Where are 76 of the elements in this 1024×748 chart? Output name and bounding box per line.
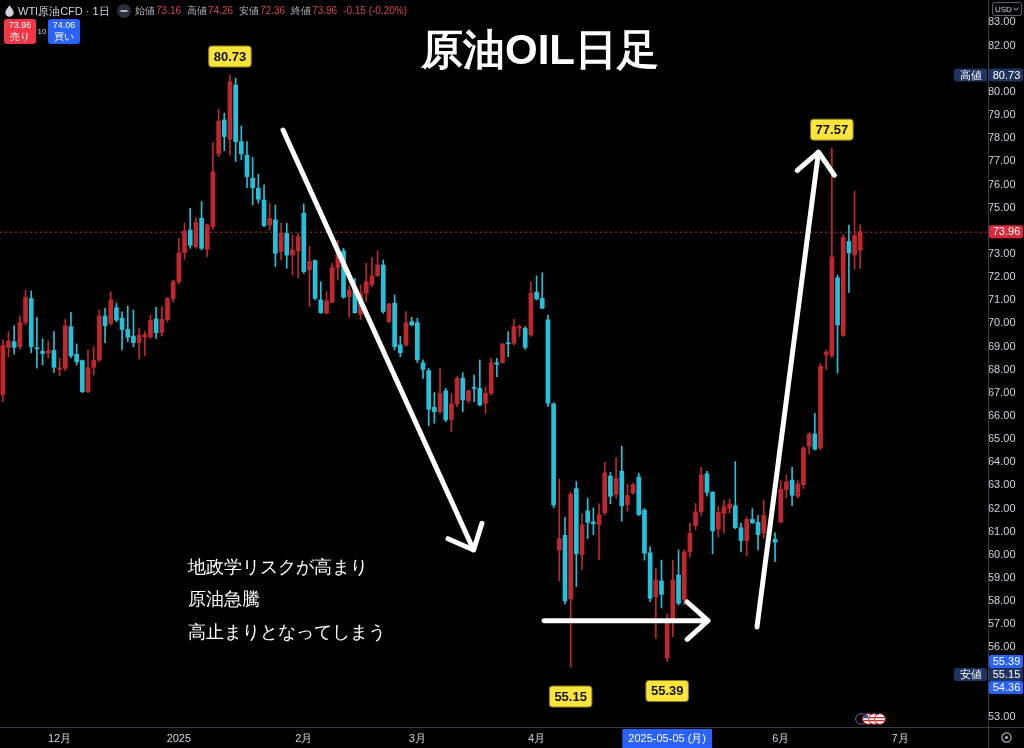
y-tick-label: 76.00 — [988, 177, 1016, 190]
y-tick-label: 61.00 — [988, 524, 1016, 537]
candlestick — [11, 325, 17, 355]
annotation: 80.73 — [213, 48, 247, 64]
y-tick-label: 57.00 — [988, 617, 1016, 630]
y-tick-label: 58.00 — [988, 594, 1016, 607]
annotation: 原油急騰 — [188, 589, 260, 610]
annotation: 73.96 — [312, 5, 338, 17]
y-tick-label: 66.00 — [988, 408, 1016, 421]
y-tick-label: 68.00 — [988, 362, 1016, 375]
y-tick-label: 83.00 — [988, 15, 1016, 28]
annotation: -0.15 (-0.20%) — [343, 5, 408, 17]
annotation: 安値 — [959, 668, 982, 681]
annotation: 10 — [37, 26, 47, 36]
annotation: 72.36 — [260, 5, 286, 17]
annotation: 73.96 — [8, 19, 32, 30]
y-tick-label: 71.00 — [988, 293, 1016, 306]
x-tick-label: 7月 — [891, 731, 909, 744]
text: 54.36 — [992, 681, 1021, 694]
x-tick-label: 3月 — [408, 731, 426, 744]
y-tick-label: 77.00 — [988, 154, 1016, 167]
x-tick-label: 2025 — [166, 731, 192, 744]
y-tick-label: 64.00 — [988, 455, 1016, 468]
annotation: 安値 — [239, 5, 260, 17]
y-tick-label: 65.00 — [988, 432, 1016, 445]
candlestick — [45, 340, 51, 359]
annotation: WTI原油CFD · 1日 — [18, 4, 110, 17]
annotation: 地政学リスクが高まり — [187, 556, 368, 577]
y-tick-label: 69.00 — [988, 339, 1016, 352]
text: USD — [995, 4, 1013, 14]
annotation: 55.39 — [650, 683, 684, 699]
candlestick — [34, 317, 40, 369]
y-tick-label: 82.00 — [988, 38, 1016, 51]
candlestick — [494, 357, 500, 377]
annotation: 買い — [54, 30, 74, 42]
x-tick-label: 12月 — [48, 731, 72, 744]
y-tick-label: 53.00 — [988, 709, 1016, 722]
annotation: 売り — [10, 30, 30, 42]
y-tick-label: 59.00 — [988, 570, 1016, 583]
candlestick — [505, 331, 511, 357]
candlestick — [250, 157, 256, 206]
candlestick — [556, 478, 562, 582]
annotation: 55.15 — [554, 688, 587, 704]
y-tick-label: 80.00 — [988, 84, 1016, 97]
annotation: 高値 — [959, 68, 982, 81]
y-tick-label: 72.00 — [988, 270, 1016, 283]
annotation: 74.06 — [52, 19, 76, 30]
annotation: 74.26 — [208, 5, 234, 17]
candlestick — [346, 285, 352, 318]
annotation: 73.16 — [156, 5, 182, 17]
candlestick — [772, 532, 778, 563]
x-tick-label: 2025-05-05 (月) — [628, 731, 707, 744]
y-tick-label: 63.00 — [988, 478, 1016, 491]
y-tick-label: 75.00 — [988, 200, 1016, 213]
y-tick-label: 62.00 — [988, 501, 1016, 514]
annotation: 高止まりとなってしまう — [188, 621, 386, 642]
y-tick-label: 78.00 — [988, 131, 1016, 144]
annotation: 高値 — [187, 5, 208, 17]
y-tick-label: 70.00 — [988, 316, 1016, 329]
x-tick-label: 4月 — [528, 731, 546, 744]
annotation: 77.57 — [815, 121, 849, 137]
annotation: 55.39 — [992, 655, 1021, 668]
candlestick — [596, 503, 602, 560]
y-tick-label: 67.00 — [988, 385, 1016, 398]
text: 55.15 — [992, 668, 1021, 681]
y-tick-label: 73.00 — [988, 246, 1016, 259]
ref-line-label: 73.96 — [992, 225, 1021, 238]
y-tick-label: 56.00 — [988, 640, 1016, 653]
y-tick-label: 60.00 — [988, 547, 1016, 560]
x-tick-label: 6月 — [772, 731, 790, 744]
y-tick-label: 79.00 — [988, 108, 1016, 121]
annotation: 始値 — [135, 5, 155, 17]
text: 原油OIL日足 — [420, 25, 659, 73]
x-tick-label: 2月 — [295, 731, 313, 744]
annotation: 80.73 — [992, 68, 1021, 81]
annotation: 終値 — [290, 5, 312, 17]
